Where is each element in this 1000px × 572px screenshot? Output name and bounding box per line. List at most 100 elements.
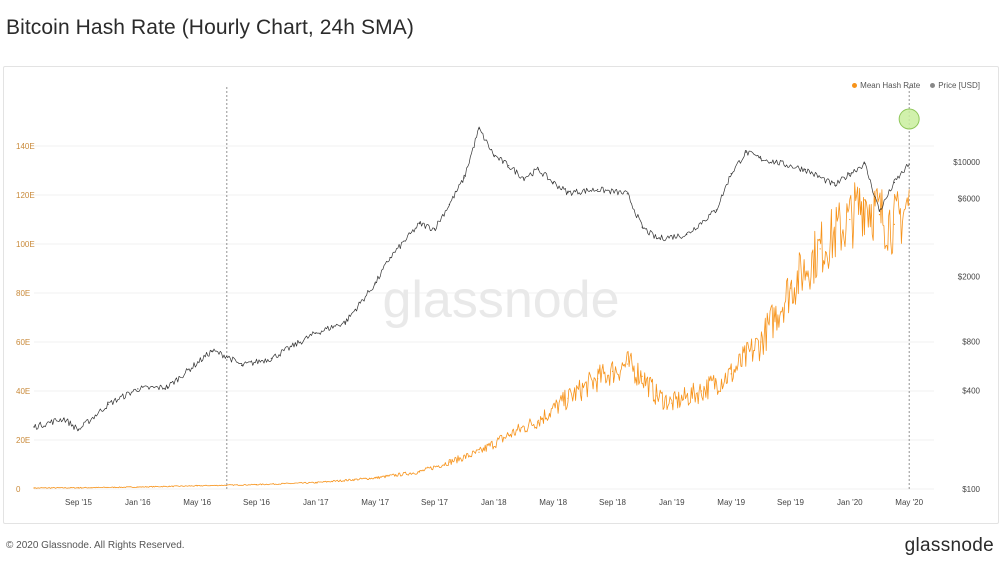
legend-label-hash-rate: Mean Hash Rate <box>860 81 921 90</box>
legend-item-hash-rate[interactable]: Mean Hash Rate <box>852 81 920 90</box>
price-point <box>730 172 732 175</box>
price-point <box>63 417 65 420</box>
x-axis-tick-label: May '20 <box>895 498 923 507</box>
left-axis-tick-label: 100E <box>16 240 35 249</box>
hash-rate-point <box>671 402 673 404</box>
series-layer <box>33 126 910 489</box>
hash-rate-point <box>641 375 643 377</box>
price-point <box>211 350 213 352</box>
x-axis: Sep '15 Jan '16 May '16 Sep '16 Jan '17 May '… <box>65 498 924 507</box>
price-point <box>389 257 391 259</box>
left-axis-tick-label: 60E <box>16 338 30 347</box>
hash-rate-point <box>819 248 821 250</box>
price-point <box>493 154 495 156</box>
price-dot-icon <box>930 83 936 88</box>
right-axis-tick-label: $100 <box>962 485 980 494</box>
right-axis-tick-label: $10000 <box>953 158 980 167</box>
x-axis-tick-label: May '17 <box>361 498 389 507</box>
price-point <box>686 233 688 236</box>
x-axis-tick-label: Sep '16 <box>243 498 270 507</box>
price-point <box>656 238 658 240</box>
hash-rate-point <box>137 486 139 488</box>
x-axis-tick-label: Sep '15 <box>65 498 92 507</box>
chart-panel: glassnode 0 20E 40E 60E 80E 100E 120E 140E $100… <box>3 66 999 524</box>
watermark-text: glassnode <box>382 271 619 329</box>
left-axis-tick-label: 80E <box>16 289 30 298</box>
highlight-circle-icon <box>898 108 920 130</box>
price-point <box>597 188 599 191</box>
legend: Mean Hash Rate Price [USD] <box>852 81 980 90</box>
hash-rate-point <box>908 204 910 206</box>
price-point <box>745 151 747 153</box>
hash-rate-point <box>626 363 628 365</box>
price-point <box>775 161 777 163</box>
hash-rate-point <box>478 451 480 453</box>
hash-rate-point <box>33 487 35 489</box>
x-axis-tick-label: May '18 <box>539 498 567 507</box>
price-point <box>567 192 569 194</box>
price-point <box>552 181 554 184</box>
hash-rate-point <box>374 477 376 479</box>
hash-rate-point <box>893 223 895 225</box>
left-axis-tick-label: 120E <box>16 191 35 200</box>
price-point <box>315 332 317 334</box>
hash-rate-point <box>730 373 732 375</box>
annotation-lines <box>226 87 910 489</box>
hash-rate-point <box>567 397 569 399</box>
price-point <box>270 357 272 359</box>
x-axis-tick-label: May '16 <box>183 498 211 507</box>
hash-rate-point <box>700 390 703 392</box>
hash-rate-point <box>611 370 614 372</box>
series-line-price <box>33 126 910 432</box>
legend-label-price: Price [USD] <box>938 81 980 90</box>
hash-rate-point <box>508 434 510 436</box>
left-axis-tick-label: 0 <box>16 485 21 494</box>
hash-rate-point <box>315 482 317 484</box>
hash-rate-point <box>789 287 792 289</box>
price-point <box>433 228 436 230</box>
price-point <box>226 355 228 357</box>
legend-item-price[interactable]: Price [USD] <box>930 81 980 90</box>
brand-logo: glassnode <box>904 535 994 556</box>
price-point <box>508 165 510 167</box>
hash-rate-point <box>864 199 866 201</box>
price-point <box>137 388 139 390</box>
chart-title: Bitcoin Hash Rate (Hourly Chart, 24h SMA… <box>6 16 414 39</box>
price-point <box>626 193 628 195</box>
x-axis-tick-label: Sep '19 <box>777 498 804 507</box>
right-axis: $100 $400 $800 $2000 $6000 $10000 <box>953 158 980 494</box>
hash-rate-point <box>878 214 881 216</box>
hash-rate-point <box>537 419 539 421</box>
price-point <box>760 157 762 160</box>
x-axis-tick-label: Jan '18 <box>481 498 507 507</box>
price-point <box>908 163 910 165</box>
price-point <box>522 177 525 179</box>
x-axis-tick-label: Jan '20 <box>837 498 863 507</box>
grid-lines <box>34 145 934 490</box>
hash-rate-dot-icon <box>852 83 858 88</box>
x-axis-tick-label: Sep '17 <box>421 498 448 507</box>
x-axis-tick-label: May '19 <box>717 498 745 507</box>
chart-canvas: glassnode 0 20E 40E 60E 80E 100E 120E 140E $100… <box>16 87 981 507</box>
price-point <box>641 226 643 228</box>
price-point <box>715 209 717 211</box>
right-axis-tick-label: $400 <box>962 387 980 396</box>
series-line-mean-hash-rate <box>33 182 910 489</box>
price-point <box>166 386 169 388</box>
hash-rate-point <box>77 487 80 489</box>
hash-rate-point <box>255 483 258 486</box>
right-axis-tick-label: $2000 <box>958 272 981 281</box>
right-axis-tick-label: $6000 <box>958 194 981 203</box>
x-axis-tick-label: Jan '16 <box>125 498 151 507</box>
price-point <box>419 223 421 225</box>
highlight-annotation <box>898 108 920 130</box>
copyright-text: © 2020 Glassnode. All Rights Reserved. <box>6 540 185 551</box>
x-axis-tick-label: Jan '17 <box>303 498 329 507</box>
left-axis-tick-label: 20E <box>16 436 30 445</box>
left-axis: 0 20E 40E 60E 80E 100E 120E 140E <box>16 142 35 494</box>
price-point <box>448 203 450 206</box>
x-axis-tick-label: Sep '18 <box>599 498 626 507</box>
hash-rate-point <box>597 378 599 380</box>
left-axis-tick-label: 40E <box>16 387 30 396</box>
price-point <box>241 364 243 367</box>
